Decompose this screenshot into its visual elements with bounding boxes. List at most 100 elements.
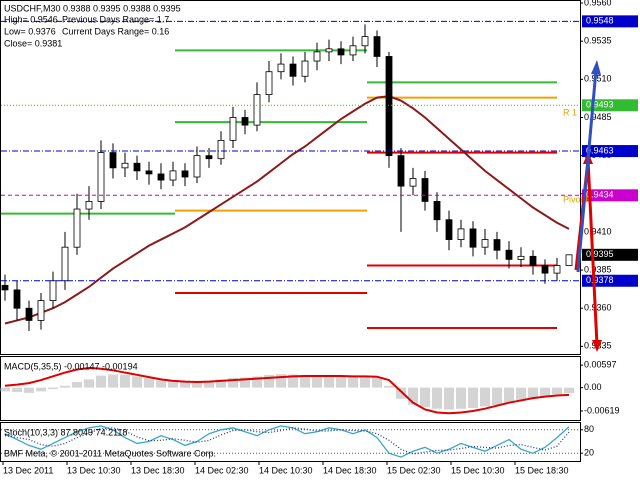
y-tick-label: 0.9410 bbox=[584, 226, 612, 236]
y-tick-label: -0.00619 bbox=[584, 405, 620, 415]
level-label: 0.9463 bbox=[586, 145, 614, 155]
candle-body bbox=[313, 51, 321, 62]
y-tick-label: 80 bbox=[584, 424, 594, 434]
level-label-box bbox=[582, 248, 638, 261]
candle-body bbox=[61, 246, 69, 282]
candle-body bbox=[481, 239, 489, 248]
x-tick-label: 14 Dec 02:30 bbox=[195, 465, 249, 475]
blue-arrow bbox=[576, 69, 598, 273]
candle-body bbox=[49, 280, 57, 301]
panel-title: MACD(5,35,5) -0.00147 -0.00194 bbox=[4, 361, 138, 371]
candle-body bbox=[169, 170, 177, 181]
level-label-box bbox=[582, 99, 638, 112]
candle-body bbox=[505, 249, 513, 260]
level-label: 0.9395 bbox=[586, 249, 614, 259]
y-tick-label: 0.00 bbox=[584, 382, 602, 392]
level-label-box bbox=[582, 274, 638, 287]
candle-body bbox=[229, 117, 237, 141]
candle-body bbox=[373, 36, 381, 57]
footer: BMF Meta, © 2001-2011 MetaQuotes Softwar… bbox=[4, 448, 216, 458]
stoch-panel-frame bbox=[0, 422, 581, 462]
candle-body bbox=[277, 63, 285, 73]
candle-body bbox=[457, 228, 465, 240]
level-label: 0.9548 bbox=[586, 16, 614, 26]
candle-body bbox=[253, 94, 261, 126]
level-label-box bbox=[582, 189, 638, 202]
candle-body bbox=[349, 45, 357, 56]
x-tick-label: 15 Dec 02:30 bbox=[387, 465, 441, 475]
stoch-line bbox=[4, 425, 570, 458]
level-label-box bbox=[582, 15, 638, 28]
candle-body bbox=[385, 56, 393, 157]
candle-body bbox=[241, 117, 249, 126]
arrows bbox=[574, 60, 602, 352]
candle-body bbox=[145, 170, 153, 175]
info-text: Previous Days Range= 1.7 bbox=[62, 14, 169, 24]
info-text: High= 0.9546 bbox=[4, 14, 58, 24]
level-label: 0.9378 bbox=[586, 275, 614, 285]
x-tick-label: 15 Dec 10:30 bbox=[451, 465, 505, 475]
candle-body bbox=[181, 170, 189, 178]
candle-body bbox=[193, 155, 201, 178]
x-tick-label: 13 Dec 18:30 bbox=[131, 465, 185, 475]
candle-body bbox=[157, 173, 165, 181]
level-label: 0.9434 bbox=[586, 190, 614, 200]
candle-body bbox=[409, 178, 417, 187]
candle-body bbox=[469, 228, 477, 248]
candle-body bbox=[109, 152, 117, 169]
candle-body bbox=[541, 265, 549, 274]
candle-body bbox=[13, 289, 21, 309]
candle-body bbox=[397, 155, 405, 187]
candle-body bbox=[445, 219, 453, 240]
x-tick-label: 13 Dec 2011 bbox=[3, 465, 53, 475]
candle-body bbox=[337, 48, 345, 56]
chart-title: USDCHF,M30 0.9388 0.9395 0.9388 0.9395 bbox=[4, 3, 181, 13]
level-label-box bbox=[582, 145, 638, 158]
candle-body bbox=[133, 162, 141, 172]
y-tick-label: 0.9385 bbox=[584, 264, 612, 274]
macd-signal bbox=[4, 367, 570, 415]
panel-title: Stoch(10,3,3) 87.8049 74.2118 bbox=[4, 427, 127, 437]
candle-body bbox=[205, 155, 213, 160]
moving-average bbox=[4, 95, 570, 325]
y-tick-label: 0.9360 bbox=[584, 303, 612, 313]
annotation: R 1 bbox=[563, 107, 577, 117]
candle-body bbox=[37, 300, 45, 321]
x-tick-label: 14 Dec 10:30 bbox=[259, 465, 313, 475]
red-arrowhead bbox=[592, 340, 602, 352]
y-tick-label: 0.9510 bbox=[584, 74, 612, 84]
info-text: Current Days Range= 0.16 bbox=[62, 26, 169, 36]
candle-body bbox=[1, 284, 9, 291]
candle-body bbox=[25, 307, 33, 321]
candle-body bbox=[289, 63, 297, 77]
candle-body bbox=[217, 139, 225, 160]
annotation: Pivot P bbox=[563, 194, 592, 204]
candle-body bbox=[121, 162, 129, 169]
stoch-line bbox=[4, 427, 570, 455]
candle-body bbox=[517, 255, 525, 260]
x-tick-label: 14 Dec 18:30 bbox=[323, 465, 377, 475]
candle-body bbox=[97, 152, 105, 202]
info-text: Low= 0.9376 bbox=[4, 26, 56, 36]
candle-body bbox=[325, 48, 333, 53]
candle-body bbox=[421, 178, 429, 202]
candle-body bbox=[529, 255, 537, 266]
y-tick-label: 0.9535 bbox=[584, 36, 612, 46]
candle-body bbox=[565, 254, 573, 266]
candle-body bbox=[493, 239, 501, 251]
candle-body bbox=[433, 201, 441, 221]
y-tick-label: 0.9560 bbox=[584, 0, 612, 7]
x-tick-label: 15 Dec 18:30 bbox=[515, 465, 569, 475]
main-panel-frame bbox=[0, 0, 581, 355]
candle-body bbox=[265, 71, 273, 96]
candle-body bbox=[85, 201, 93, 210]
candle-body bbox=[361, 36, 369, 47]
info-text: Close= 0.9381 bbox=[4, 38, 62, 48]
candle-body bbox=[301, 60, 309, 77]
candle-body bbox=[73, 208, 81, 248]
blue-arrowhead bbox=[591, 60, 601, 75]
y-tick-label: 20 bbox=[584, 448, 594, 458]
